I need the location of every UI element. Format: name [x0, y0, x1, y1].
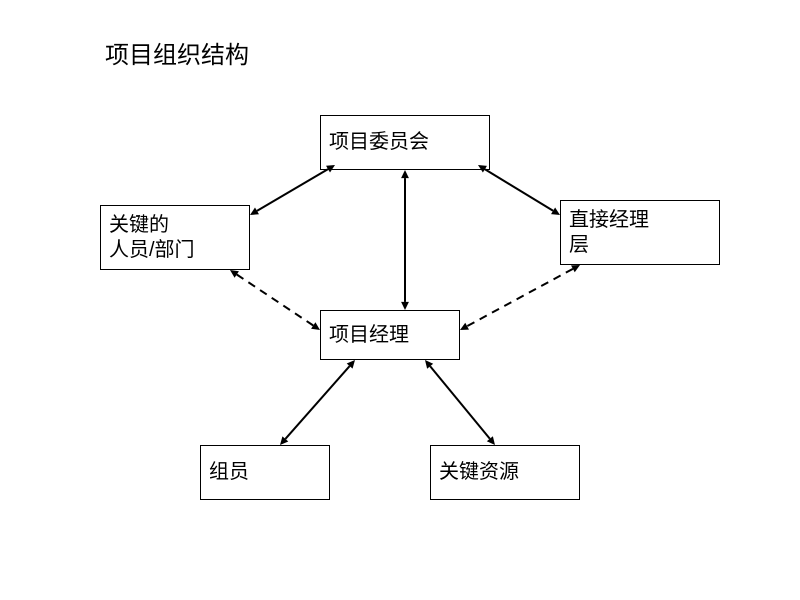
- node-label: 直接经理 层: [569, 208, 649, 258]
- node-key-res: 关键资源: [430, 445, 580, 500]
- node-label: 组员: [209, 460, 249, 485]
- node-committee: 项目委员会: [320, 115, 490, 170]
- edges-layer: [0, 0, 800, 600]
- node-member: 组员: [200, 445, 330, 500]
- node-label: 关键资源: [439, 460, 519, 485]
- node-direct-mgr: 直接经理 层: [560, 200, 720, 265]
- node-label: 项目经理: [329, 323, 409, 348]
- node-pm: 项目经理: [320, 310, 460, 360]
- diagram-title: 项目组织结构: [105, 35, 249, 70]
- node-label: 项目委员会: [329, 130, 429, 155]
- node-key-people: 关键的 人员/部门: [100, 205, 250, 270]
- node-label: 关键的 人员/部门: [109, 213, 195, 263]
